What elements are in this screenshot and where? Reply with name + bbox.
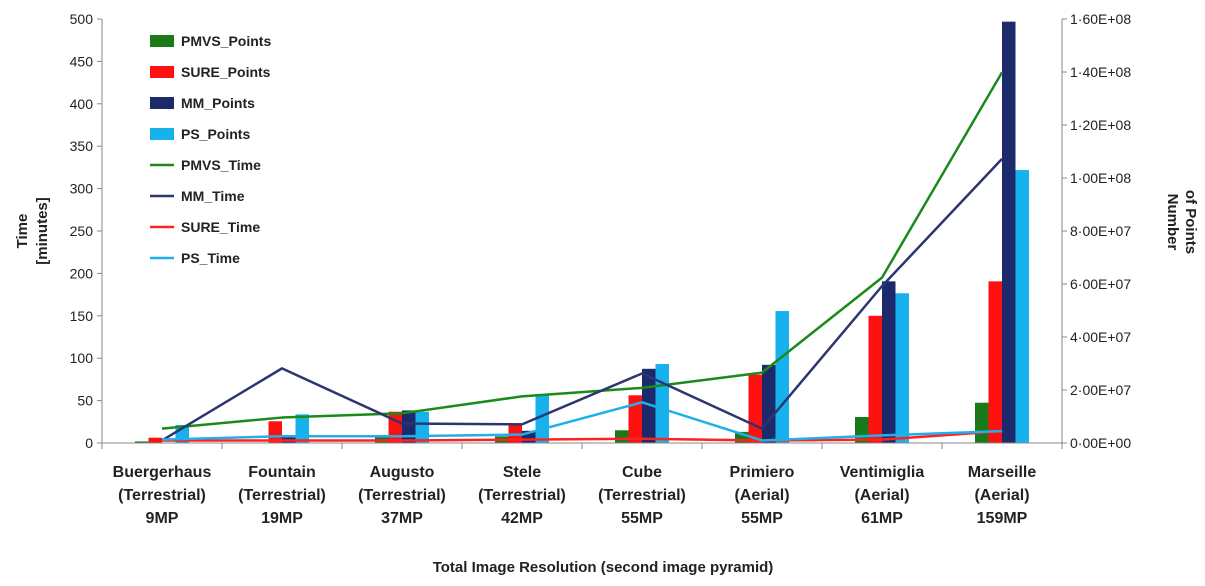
bar-mm-points-7 [1002, 21, 1016, 444]
y2-tick-label: 6·00E+07 [1070, 276, 1131, 292]
bar-sure-points-7 [988, 281, 1002, 443]
bar-sure-points-6 [868, 315, 882, 443]
x-category-label: (Terrestrial) [118, 487, 206, 504]
y-tick-label: 350 [70, 138, 94, 154]
bar-sure-points-2 [388, 411, 402, 443]
labels-layer: Buergerhaus (Terrestrial) 9MP Fountain (Terr… [14, 190, 1199, 576]
axes-layer: 0 50 100 150 200 250 300 350 400 450 500 0·00E+00 2·… [70, 11, 1132, 451]
x-category-label: 55MP [621, 510, 663, 527]
legend-swatch-sure-points [150, 66, 174, 78]
legend-label-pmvs-time: PMVS_Time [181, 157, 261, 173]
legend-label-pmvs-points: PMVS_Points [181, 33, 271, 49]
bar-pmvs-points-7 [975, 402, 989, 443]
line-sure-time [162, 429, 1003, 442]
bar-mm-points-2 [402, 410, 416, 443]
bar-pmvs-points-5 [735, 431, 749, 443]
x-category-label: 159MP [977, 510, 1028, 527]
x-category-label: Marseille [968, 464, 1037, 481]
line-mm-time [161, 158, 1003, 442]
y2-tick-label: 1·40E+08 [1070, 64, 1131, 80]
x-category-label: (Aerial) [974, 487, 1029, 504]
y-tick-label: 250 [70, 223, 94, 239]
x-category-label: 9MP [146, 510, 179, 527]
bars-layer [135, 21, 1029, 444]
bar-mm-points-6 [882, 281, 896, 443]
x-category-label: Ventimiglia [840, 464, 925, 481]
x-category-label: 61MP [861, 510, 903, 527]
y2-tick-label: 0·00E+00 [1070, 435, 1131, 451]
y2-tick-label: 8·00E+07 [1070, 223, 1131, 239]
x-category-label: (Terrestrial) [238, 487, 326, 504]
x-category-label: (Terrestrial) [358, 487, 446, 504]
x-category-label: 55MP [741, 510, 783, 527]
legend-label-sure-time: SURE_Time [181, 219, 260, 235]
y2-axis-title-line2: of Points [1182, 190, 1199, 254]
bar-ps-points-7 [1015, 170, 1029, 444]
legend-label-ps-time: PS_Time [181, 250, 240, 266]
legend-label-mm-time: MM_Time [181, 188, 245, 204]
y2-tick-label: 1·20E+08 [1070, 117, 1131, 133]
bar-ps-points-4 [655, 364, 669, 443]
x-category-label: Stele [503, 464, 541, 481]
legend-swatch-mm-points [150, 97, 174, 109]
bar-ps-points-2 [415, 411, 429, 443]
bar-pmvs-points-0 [135, 441, 149, 443]
y2-tick-label: 1·60E+08 [1070, 11, 1131, 27]
y-tick-label: 300 [70, 181, 94, 197]
legend-swatch-pmvs-points [150, 35, 174, 47]
x-category-label: Primiero [730, 464, 795, 481]
x-axis-title: Total Image Resolution (second image pyr… [433, 559, 774, 576]
bar-ps-points-5 [775, 311, 789, 443]
x-category-label: Cube [622, 464, 662, 481]
legend: PMVS_Points SURE_Points MM_Points PS_Points… [150, 33, 271, 266]
x-category-label: (Aerial) [734, 487, 789, 504]
legend-label-ps-points: PS_Points [181, 126, 250, 142]
legend-label-mm-points: MM_Points [181, 95, 255, 111]
y-axis-title-line1: Time [14, 214, 31, 249]
x-category-label: Augusto [370, 464, 435, 481]
line-pmvs-time [161, 71, 1004, 430]
y-tick-label: 50 [77, 393, 93, 409]
legend-swatch-ps-points [150, 128, 174, 140]
bar-ps-points-6 [895, 293, 909, 443]
line-ps-time [161, 401, 1003, 442]
y2-tick-label: 2·00E+07 [1070, 382, 1131, 398]
y2-tick-label: 1·00E+08 [1070, 170, 1131, 186]
bar-pmvs-points-4 [615, 430, 629, 443]
lines-layer [161, 71, 1004, 442]
bar-sure-points-5 [748, 374, 762, 443]
y-tick-label: 400 [70, 96, 94, 112]
bar-sure-points-4 [628, 395, 642, 443]
x-category-label: 42MP [501, 510, 543, 527]
y-tick-label: 0 [85, 435, 93, 451]
bar-mm-points-1 [282, 435, 296, 443]
y2-tick-label: 4·00E+07 [1070, 329, 1131, 345]
y-tick-label: 100 [70, 350, 94, 366]
bar-ps-points-1 [295, 414, 309, 443]
x-category-label: (Terrestrial) [478, 487, 566, 504]
y-tick-label: 200 [70, 265, 94, 281]
y2-axis-title-line1: Number [1164, 194, 1181, 251]
x-category-label: 37MP [381, 510, 423, 527]
y-axis-title-line2: [minutes] [34, 197, 51, 265]
x-category-label: 19MP [261, 510, 303, 527]
y-tick-label: 500 [70, 11, 94, 27]
bar-mm-points-5 [762, 364, 776, 443]
y-tick-label: 450 [70, 53, 94, 69]
legend-label-sure-points: SURE_Points [181, 64, 271, 80]
x-category-label: Buergerhaus [113, 464, 212, 481]
x-category-label: (Aerial) [854, 487, 909, 504]
bar-sure-points-0 [148, 437, 162, 443]
x-category-label: (Terrestrial) [598, 487, 686, 504]
x-category-label: Fountain [248, 464, 316, 481]
y-tick-label: 150 [70, 308, 94, 324]
